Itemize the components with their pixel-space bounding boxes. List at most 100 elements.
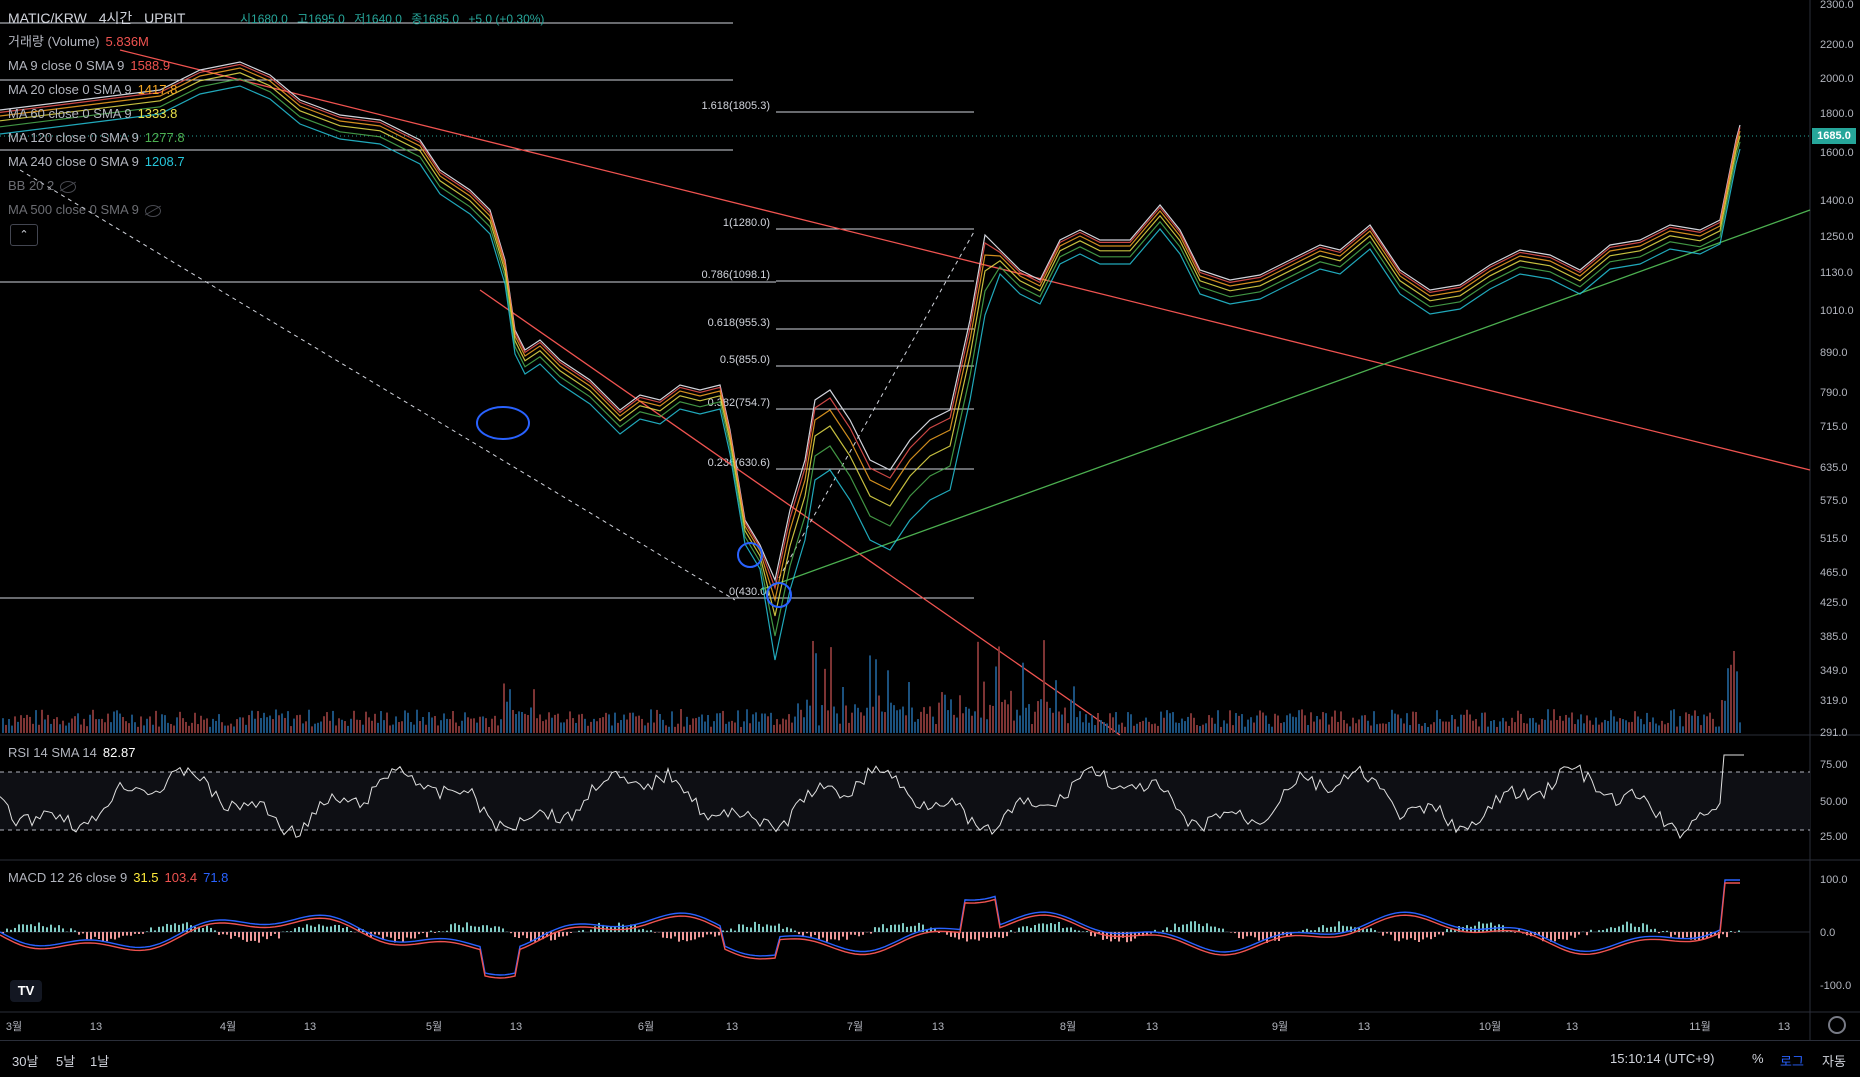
volume-bar xyxy=(1706,716,1708,733)
volume-bar xyxy=(287,711,289,733)
volume-bar xyxy=(533,689,535,733)
volume-bar xyxy=(719,713,721,733)
range-1d-button[interactable]: 1날 xyxy=(90,1051,109,1070)
volume-bar xyxy=(797,703,799,733)
volume-bar xyxy=(497,725,499,733)
gear-icon[interactable] xyxy=(1828,1016,1846,1034)
volume-bar xyxy=(1538,725,1540,733)
volume-bar xyxy=(584,719,586,733)
indicator-legend-0[interactable]: 거래량 (Volume)5.836M xyxy=(8,34,149,50)
volume-bar xyxy=(431,718,433,733)
macd-hist-bar xyxy=(1174,924,1176,932)
macd-hist-bar xyxy=(618,923,620,932)
auto-toggle[interactable]: 자동 xyxy=(1822,1051,1846,1070)
macd-hist-bar xyxy=(318,924,320,932)
volume-bar xyxy=(98,719,100,733)
collapse-legend-button[interactable]: ⌃ xyxy=(10,224,38,246)
rsi-name: RSI 14 SMA 14 xyxy=(8,745,97,760)
volume-bar xyxy=(206,718,208,733)
volume-bar xyxy=(53,719,55,733)
macd-hist-bar xyxy=(1042,923,1044,932)
volume-bar xyxy=(134,722,136,733)
volume-bar xyxy=(1727,668,1729,733)
volume-bar xyxy=(926,714,928,733)
time-axis-label: 7월 xyxy=(847,1020,863,1033)
volume-bar xyxy=(548,712,550,733)
dashed-line xyxy=(20,170,735,600)
macd-hist-bar xyxy=(1006,932,1008,936)
volume-bar xyxy=(809,706,811,733)
interval[interactable]: 4시간 xyxy=(99,10,133,26)
volume-bar xyxy=(443,713,445,733)
fib-level-label: 1(1280.0) xyxy=(723,217,770,229)
volume-bar xyxy=(359,720,361,733)
range-5d-button[interactable]: 5날 xyxy=(56,1051,75,1070)
volume-bar xyxy=(473,718,475,733)
macd-hist-bar xyxy=(838,932,840,940)
macd-hist-bar xyxy=(518,932,520,938)
macd-hist-bar xyxy=(26,925,28,932)
volume-bar xyxy=(1655,724,1657,733)
indicator-legend-6[interactable]: BB 20 2 xyxy=(8,178,76,194)
macd-hist-bar xyxy=(178,925,180,932)
macd-hist-bar xyxy=(1394,932,1396,941)
volume-bar xyxy=(35,710,37,733)
volume-bar xyxy=(1661,721,1663,733)
volume-bar xyxy=(1505,721,1507,733)
macd-hist-bar xyxy=(990,932,992,938)
macd-hist-bar xyxy=(1170,930,1172,932)
volume-bar xyxy=(1274,714,1276,733)
macd-hist-bar xyxy=(1230,932,1232,933)
volume-bar xyxy=(1259,710,1261,733)
volume-bar xyxy=(728,722,730,733)
range-30d-button[interactable]: 30날 xyxy=(12,1051,38,1070)
macd-hist-bar xyxy=(1222,929,1224,932)
volume-bar xyxy=(302,723,304,733)
macd-hist-bar xyxy=(854,932,856,935)
time-axis-label: 13 xyxy=(1566,1021,1578,1033)
macd-hist-bar xyxy=(1674,932,1676,935)
volume-bar xyxy=(506,702,508,733)
macd-hist-bar xyxy=(1338,921,1340,932)
macd-hist-bar xyxy=(238,932,240,937)
macd-hist-bar xyxy=(514,932,516,937)
volume-bar xyxy=(1340,711,1342,733)
price-axis-label: 575.0 xyxy=(1820,495,1848,507)
volume-bar xyxy=(914,722,916,733)
eye-hidden-icon[interactable] xyxy=(145,205,161,217)
symbol-name[interactable]: MATIC/KRW xyxy=(8,10,87,26)
volume-bar xyxy=(686,717,688,733)
volume-bar xyxy=(1361,716,1363,733)
volume-bar xyxy=(71,719,73,733)
tradingview-logo[interactable]: TV xyxy=(10,980,42,1002)
volume-bar xyxy=(125,721,127,733)
volume-bar xyxy=(167,723,169,733)
macd-hist-bar xyxy=(1418,932,1420,942)
macd-hist-bar xyxy=(170,925,172,932)
indicator-legend-7[interactable]: MA 500 close 0 SMA 9 xyxy=(8,202,161,218)
volume-bar xyxy=(1298,710,1300,733)
eye-hidden-icon[interactable] xyxy=(60,181,76,193)
volume-bar xyxy=(1067,723,1069,733)
macd-hist-bar xyxy=(406,932,408,938)
percent-toggle[interactable]: % xyxy=(1752,1051,1764,1066)
time-axis-label: 6월 xyxy=(638,1020,654,1033)
macd-hist-bar xyxy=(638,930,640,932)
volume-bar xyxy=(1193,718,1195,733)
clock[interactable]: 15:10:14 (UTC+9) xyxy=(1610,1051,1714,1066)
macd-hist-bar xyxy=(898,925,900,932)
macd-hist-bar xyxy=(870,932,872,934)
volume-bar xyxy=(1343,720,1345,733)
macd-hist-bar xyxy=(1078,931,1080,932)
macd-hist-bar xyxy=(338,925,340,932)
log-toggle[interactable]: 로그 xyxy=(1780,1051,1804,1070)
volume-bar xyxy=(1214,724,1216,733)
